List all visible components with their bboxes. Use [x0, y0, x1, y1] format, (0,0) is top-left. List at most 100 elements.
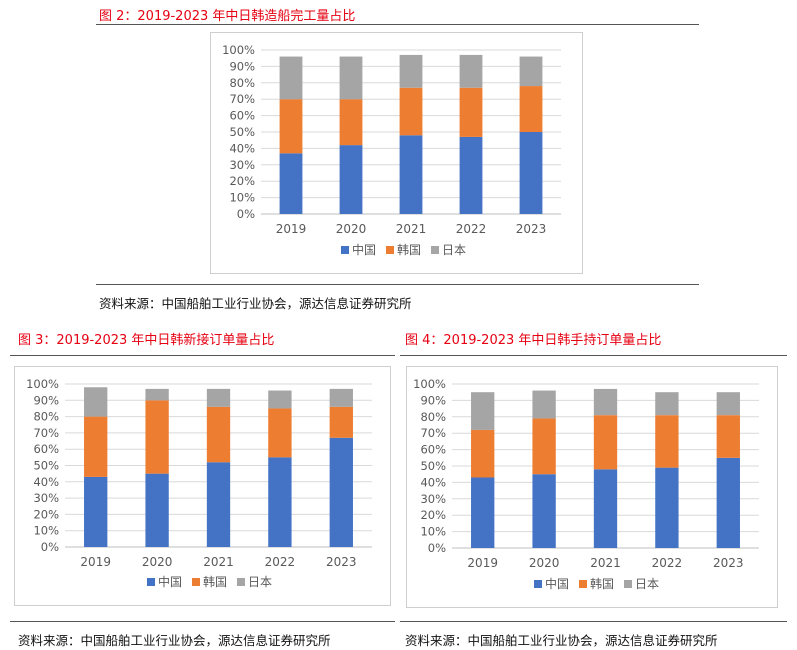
- y-tick-label: 30%: [420, 492, 446, 506]
- y-tick-label: 80%: [229, 76, 255, 90]
- bar-segment-japan: [399, 54, 423, 88]
- bar-segment-korea: [399, 87, 423, 136]
- y-tick-label: 0%: [428, 541, 446, 555]
- bar-segment-korea: [459, 87, 483, 137]
- bar-segment-china: [329, 437, 353, 547]
- bar-segment-china: [519, 132, 543, 214]
- bar-segment-korea: [84, 416, 108, 477]
- bar-segment-japan: [593, 388, 618, 416]
- fig3-source-rule: [10, 621, 395, 622]
- y-tick-label: 90%: [33, 393, 59, 407]
- y-tick-label: 90%: [229, 59, 255, 73]
- bar-segment-japan: [459, 54, 483, 88]
- fig3-title-rule: [10, 355, 395, 356]
- bar-segment-korea: [471, 429, 495, 478]
- bar-segment-japan: [329, 388, 353, 407]
- x-tick-label: 2019: [467, 556, 498, 570]
- bar-segment-japan: [84, 387, 108, 417]
- bar-segment-china: [459, 136, 483, 214]
- y-tick-label: 40%: [33, 475, 59, 489]
- legend-swatch: [237, 578, 245, 586]
- legend-swatch: [147, 578, 155, 586]
- x-tick-label: 2020: [529, 556, 560, 570]
- bar-segment-korea: [339, 99, 363, 146]
- fig4-title: 图 4：2019-2023 年中日韩手持订单量占比: [405, 333, 662, 348]
- bar-segment-china: [145, 473, 169, 547]
- y-tick-label: 50%: [33, 459, 59, 473]
- bar-segment-korea: [593, 415, 618, 470]
- y-tick-label: 10%: [229, 191, 255, 205]
- legend-label: 中国: [545, 576, 569, 591]
- y-tick-label: 10%: [33, 524, 59, 538]
- bar-segment-korea: [329, 406, 353, 438]
- fig4-source-rule: [400, 621, 787, 622]
- y-tick-label: 60%: [420, 443, 446, 457]
- legend-label: 日本: [635, 577, 659, 591]
- legend-swatch: [534, 580, 542, 588]
- bar-segment-china: [339, 145, 363, 214]
- x-tick-label: 2022: [652, 556, 683, 570]
- bar-segment-japan: [339, 56, 363, 100]
- bar-segment-japan: [655, 392, 679, 416]
- fig2-chart-frame: 0% 10% 20% 30% 40% 50% 60% 70% 80% 90% 100% 2019 202…: [210, 32, 583, 274]
- bar-segment-china: [655, 467, 679, 548]
- fig2-chart: 0% 10% 20% 30% 40% 50% 60% 70% 80% 90% 100% 2019 202…: [222, 43, 561, 257]
- legend-label: 日本: [442, 243, 466, 257]
- fig2-source-rule: [96, 284, 699, 285]
- bar-segment-china: [532, 474, 556, 548]
- x-tick-label: 2019: [276, 222, 307, 236]
- bar-segment-korea: [716, 415, 740, 458]
- y-tick-label: 10%: [420, 525, 446, 539]
- bar-segment-china: [593, 469, 618, 548]
- legend-label: 日本: [248, 575, 272, 589]
- y-tick-label: 30%: [229, 158, 255, 172]
- x-tick-label: 2023: [516, 222, 547, 236]
- bar-segment-china: [206, 462, 231, 547]
- bar-segment-japan: [519, 56, 543, 87]
- legend-swatch: [386, 246, 394, 254]
- y-tick-label: 40%: [229, 141, 255, 155]
- fig3-chart-frame: 0% 10% 20% 30% 40% 50% 60% 70% 80% 90% 100% 2019 202…: [14, 366, 391, 606]
- fig4-source: 资料来源：中国船舶工业行业协会，源达信息证券研究所: [405, 633, 718, 648]
- y-tick-label: 80%: [420, 410, 446, 424]
- y-tick-label: 0%: [237, 207, 255, 221]
- legend-swatch: [192, 578, 200, 586]
- x-tick-label: 2021: [590, 556, 621, 570]
- legend-label: 韩国: [590, 576, 614, 591]
- legend-label: 韩国: [397, 242, 421, 257]
- bar-segment-korea: [279, 99, 303, 154]
- bar-segment-japan: [279, 56, 303, 100]
- bar-segment-korea: [268, 408, 292, 458]
- legend-swatch: [341, 246, 349, 254]
- y-tick-label: 30%: [33, 491, 59, 505]
- bar-segment-china: [279, 153, 303, 214]
- bar-segment-japan: [471, 392, 495, 430]
- bar-segment-japan: [716, 392, 740, 416]
- bar-segment-china: [471, 477, 495, 548]
- y-tick-label: 60%: [33, 442, 59, 456]
- fig4-chart: 0% 10% 20% 30% 40% 50% 60% 70% 80% 90% 100% 2019 202…: [413, 377, 759, 591]
- y-tick-label: 20%: [420, 508, 446, 522]
- x-tick-label: 2023: [326, 555, 357, 569]
- x-tick-label: 2021: [396, 222, 427, 236]
- legend-swatch: [624, 580, 632, 588]
- y-tick-label: 90%: [420, 393, 446, 407]
- x-tick-label: 2021: [203, 555, 234, 569]
- y-tick-label: 50%: [229, 125, 255, 139]
- bar-segment-korea: [655, 415, 679, 468]
- legend-label: 韩国: [203, 574, 227, 589]
- bar-segment-korea: [519, 86, 543, 132]
- y-tick-label: 100%: [413, 377, 446, 391]
- y-tick-label: 100%: [222, 43, 255, 57]
- y-tick-label: 70%: [33, 426, 59, 440]
- fig4-title-rule: [400, 355, 787, 356]
- y-tick-label: 60%: [229, 109, 255, 123]
- bar-segment-japan: [206, 388, 231, 407]
- legend-swatch: [579, 580, 587, 588]
- y-tick-label: 70%: [420, 426, 446, 440]
- bar-segment-china: [399, 135, 423, 214]
- fig2-source: 资料来源：中国船舶工业行业协会，源达信息证券研究所: [99, 296, 412, 311]
- legend-swatch: [431, 246, 439, 254]
- fig3-source: 资料来源：中国船舶工业行业协会，源达信息证券研究所: [18, 633, 331, 648]
- bar-segment-china: [716, 457, 740, 548]
